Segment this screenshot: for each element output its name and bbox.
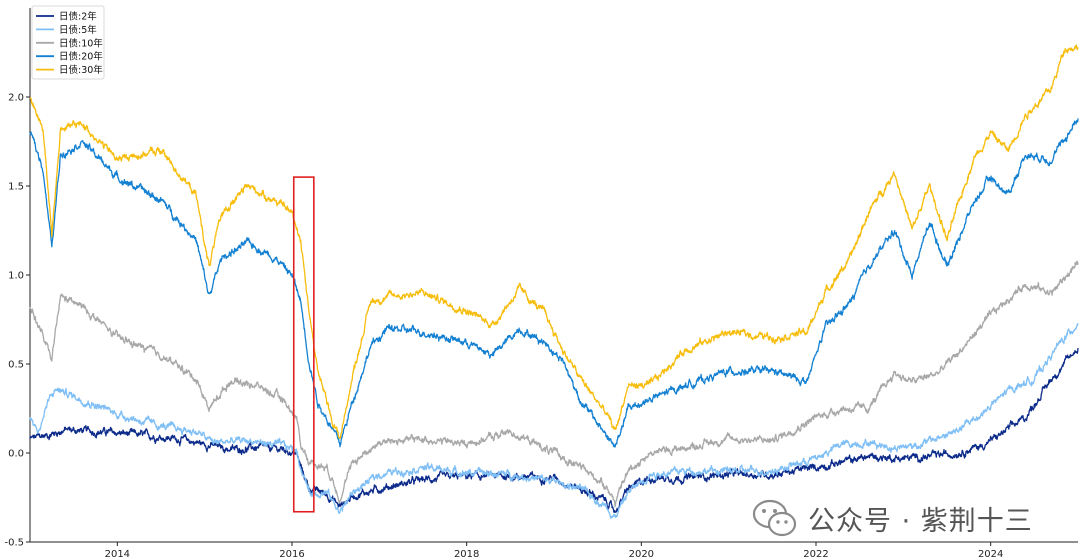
series-line-3 bbox=[29, 118, 1079, 448]
legend-box bbox=[31, 5, 105, 80]
legend-label: 日债:30年 bbox=[59, 64, 103, 76]
legend-label: 日债:20年 bbox=[59, 51, 103, 63]
wechat-icon bbox=[752, 499, 797, 537]
series-line-2 bbox=[29, 260, 1079, 508]
highlight-rectangle bbox=[292, 176, 315, 513]
x-tick-label: 2024 bbox=[978, 549, 1003, 560]
y-tick-label: 1.5 bbox=[8, 182, 24, 193]
chart-series bbox=[29, 44, 1079, 519]
y-tick-label: 0.5 bbox=[8, 360, 24, 371]
x-tick-label: 2016 bbox=[279, 549, 304, 560]
x-tick-label: 2022 bbox=[803, 549, 828, 560]
series-line-0 bbox=[29, 347, 1079, 513]
watermark-text: 公众号 · 紫荆十三 bbox=[808, 505, 1033, 537]
y-tick-label: -0.5 bbox=[4, 538, 24, 549]
legend-label: 日债:10年 bbox=[59, 37, 103, 49]
chart-axes: -0.5 0.0 0.5 1.0 1.5 2.0 2014 2016 2018 2020 2022 2… bbox=[4, 8, 1078, 560]
y-tick-label: 0.0 bbox=[8, 449, 24, 460]
series-line-1 bbox=[29, 322, 1079, 519]
x-tick-label: 2018 bbox=[454, 549, 479, 560]
wechat-watermark: 公众号 · 紫荆十三 bbox=[752, 496, 1033, 540]
series-line-4 bbox=[29, 44, 1079, 439]
y-tick-label: 1.0 bbox=[8, 271, 24, 282]
x-tick-label: 2020 bbox=[629, 549, 654, 560]
chart-annotation bbox=[292, 176, 315, 513]
legend-label: 日债:5年 bbox=[59, 24, 97, 36]
y-tick-label: 2.0 bbox=[8, 93, 24, 104]
x-tick-label: 2014 bbox=[105, 549, 130, 560]
legend-label: 日债:2年 bbox=[59, 11, 97, 23]
